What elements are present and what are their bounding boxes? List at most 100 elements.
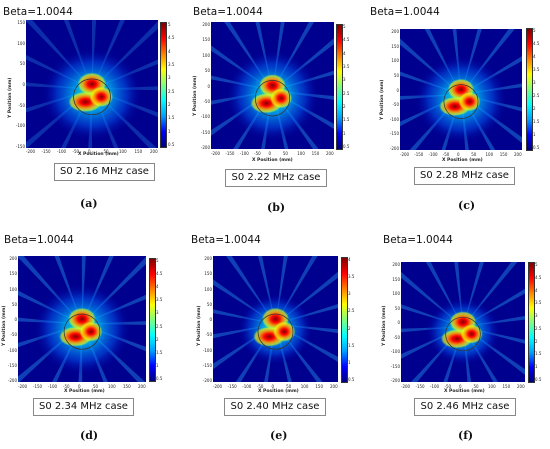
colorbar-tick-label: 0.5 [343, 144, 350, 149]
colorbar [149, 258, 156, 382]
x-tick-label: -50 [256, 384, 264, 389]
colorbar-tick-label: 5 [533, 28, 536, 33]
colorbar-tick-label: 2.5 [533, 93, 540, 98]
y-tick-label: -100 [389, 116, 399, 122]
beta-label: Beta=1.0044 [4, 234, 74, 246]
y-tick-label: 150 [204, 271, 212, 277]
y-tick-label: -50 [392, 102, 399, 108]
y-tick-label: 50 [204, 68, 210, 74]
x-tick-label: -50 [444, 384, 452, 389]
colorbar-tick-label: 3.5 [168, 62, 175, 67]
x-tick-label: -100 [242, 384, 252, 389]
x-tick-label: 0 [459, 384, 462, 389]
y-tick-label: 100 [391, 58, 399, 64]
x-ticks: -200 -150 -100 -50 0 50 100 150 200 [400, 152, 522, 157]
x-tick-label: -100 [428, 152, 438, 157]
colorbar-tick-label: 0.5 [168, 142, 175, 147]
y-ticks: 200 150 100 50 0 -50 -100 -150 -200 [387, 262, 401, 383]
colorbar [528, 262, 535, 383]
heatmap-hotspots [440, 311, 483, 349]
y-tick-label: -100 [202, 347, 212, 353]
heatmap-plot [213, 256, 338, 382]
y-ticks: 200 150 100 50 0 -50 -100 -150 -200 [386, 29, 400, 151]
x-tick-label: 50 [471, 152, 477, 157]
defect-circle [73, 78, 111, 116]
defect-circle [257, 313, 294, 350]
x-axis-label: X Position (mm) [64, 389, 105, 394]
x-tick-label: 0 [271, 384, 275, 389]
colorbar-tick-label: 2 [343, 104, 346, 109]
panel-letter: (d) [80, 429, 99, 442]
x-tick-label: -100 [239, 151, 249, 156]
colorbar-tick-label: 5 [156, 258, 159, 263]
heatmap-image [211, 22, 334, 149]
y-tick-label: 200 [392, 262, 400, 267]
case-caption: S0 2.46 MHz case [414, 398, 516, 416]
heatmap-image [18, 256, 146, 382]
y-tick-label: 0 [22, 82, 25, 87]
x-tick-label: 150 [499, 152, 508, 157]
y-tick-label: -50 [205, 332, 212, 338]
y-tick-label: 150 [391, 43, 399, 49]
y-tick-label: -150 [7, 362, 17, 368]
x-tick-label: 200 [514, 152, 522, 157]
colorbar-tick-label: 3 [343, 77, 346, 83]
x-ticks: -200 -150 -100 -50 0 50 100 150 200 [401, 384, 525, 389]
colorbar-tick-label: 1.5 [348, 342, 355, 348]
x-tick-label: -150 [415, 384, 425, 389]
case-caption: S0 2.34 MHz case [33, 398, 134, 416]
x-axis-label: X Position (mm) [258, 389, 299, 394]
x-tick-label: 100 [119, 149, 127, 154]
x-tick-label: 150 [134, 149, 143, 154]
y-tick-label: -150 [202, 362, 212, 368]
colorbar-tick-label: 1 [535, 364, 538, 370]
y-tick-label: 150 [392, 276, 400, 282]
colorbar-tick-label: 2 [533, 106, 536, 111]
colorbar-tick-label: 4.5 [535, 274, 542, 280]
colorbar-tick-label: 2 [156, 336, 159, 342]
case-caption: S0 2.22 MHz case [225, 169, 327, 187]
x-tick-label: 100 [485, 152, 494, 157]
colorbar-tick-label: 3.5 [348, 274, 355, 280]
panel-letter: (b) [267, 201, 286, 214]
colorbar-tick-label: 1.5 [343, 117, 350, 123]
y-axis-label: Y Position (mm) [8, 77, 13, 118]
x-tick-label: -150 [414, 152, 424, 157]
colorbar-tick-label: 1.5 [156, 349, 163, 355]
x-tick-label: 50 [473, 384, 479, 389]
y-tick-label: 0 [14, 317, 17, 322]
x-tick-label: 50 [93, 384, 99, 389]
x-tick-label: 200 [326, 151, 334, 156]
heatmap-image [213, 256, 338, 382]
beta-label: Beta=1.0044 [383, 234, 453, 246]
colorbar [341, 257, 348, 383]
x-tick-label: -200 [401, 384, 411, 389]
x-tick-label: -100 [48, 384, 58, 389]
colorbar-tick-label: 1.5 [535, 351, 542, 357]
x-tick-label: 150 [315, 384, 324, 389]
y-tick-label: 100 [17, 40, 25, 46]
heatmap-hotspots [68, 72, 114, 113]
y-tick-label: -200 [389, 146, 399, 151]
heatmap-plot [401, 262, 525, 382]
y-ticks: 200 150 100 50 0 -50 -100 -150 -200 [4, 256, 18, 383]
y-tick-label: 50 [19, 61, 25, 67]
colorbar-tick-label: 4.5 [156, 271, 163, 277]
y-ticks: 150 100 50 0 -50 -100 -150 [12, 20, 26, 149]
colorbar-tick-label: 2.5 [168, 88, 175, 94]
colorbar-tick-label: 1 [533, 132, 536, 137]
y-tick-label: 100 [9, 286, 17, 292]
x-axis-label: X Position (mm) [78, 152, 119, 157]
x-tick-label: 100 [297, 151, 305, 156]
colorbar-tick-label: 5 [168, 22, 171, 27]
colorbar-tick-label: 1.5 [533, 119, 540, 124]
y-tick-label: 0 [397, 320, 400, 325]
x-tick-label: -50 [442, 152, 450, 157]
y-tick-label: 50 [206, 301, 212, 307]
x-ticks: -200 -150 -100 -50 0 50 100 150 200 [18, 384, 146, 389]
colorbar-tick-label: 4.5 [168, 35, 175, 41]
x-axis-label: X Position (mm) [252, 158, 293, 163]
colorbar-tick-label: 2 [348, 325, 351, 331]
colorbar-tick-label: 2.5 [343, 90, 350, 96]
y-tick-label: -50 [393, 334, 400, 340]
